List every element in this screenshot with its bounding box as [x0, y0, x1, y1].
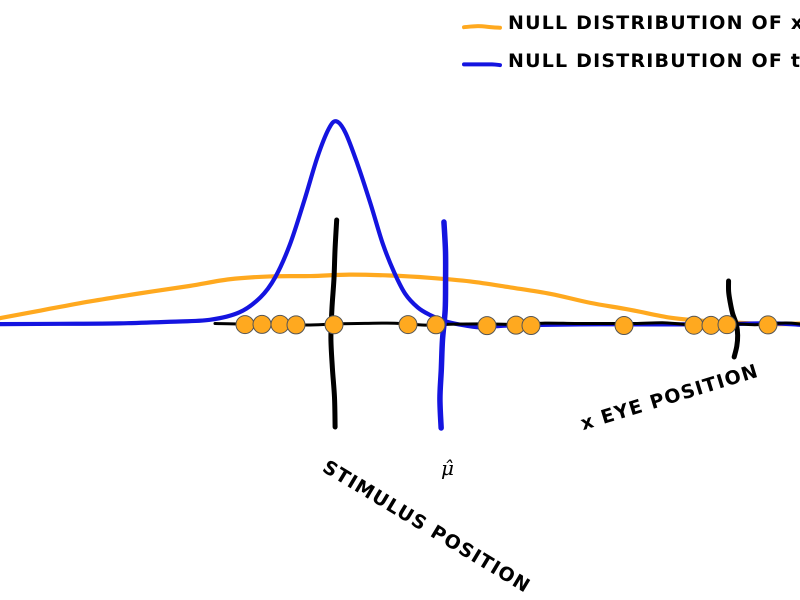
mu-hat-label: μ̂	[441, 456, 454, 480]
legend-label-null-distribution-t: NULL DISTRIBUTION OF t	[508, 50, 800, 72]
data-point-dot	[717, 315, 737, 335]
data-point-dot	[426, 315, 446, 335]
data-point-dot	[252, 314, 272, 334]
data-point-dots	[235, 314, 778, 336]
data-point-dot	[324, 315, 344, 335]
line-swatch-orange	[462, 24, 502, 30]
data-point-dot	[758, 315, 778, 335]
data-point-dot	[701, 315, 721, 335]
data-point-dot	[270, 314, 290, 334]
legend-label-null-distribution-x: NULL DISTRIBUTION OF x	[508, 12, 800, 34]
data-point-dot	[614, 316, 634, 336]
data-point-dot	[398, 315, 418, 335]
data-point-dot	[477, 316, 497, 336]
data-point-dot	[684, 315, 704, 335]
line-swatch-blue	[462, 62, 502, 68]
legend-line-swatches	[462, 24, 502, 68]
data-point-dot	[521, 316, 541, 336]
data-point-dot	[235, 315, 255, 335]
data-point-dot	[286, 315, 306, 335]
